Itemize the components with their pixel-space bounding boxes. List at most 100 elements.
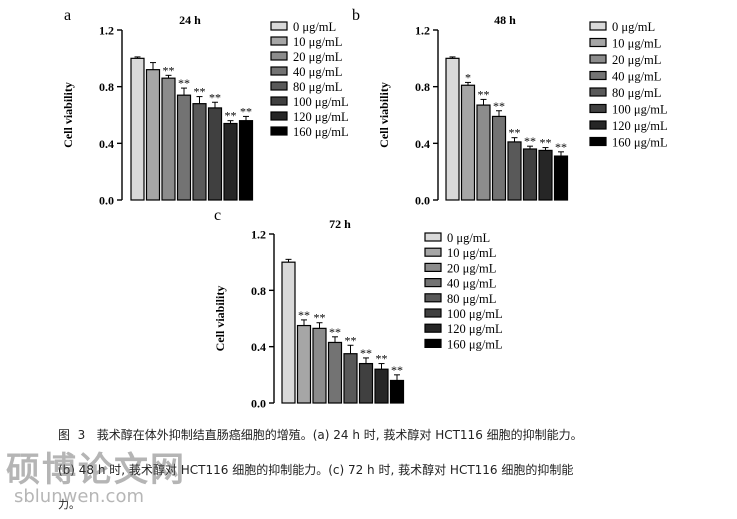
legend-swatch <box>589 54 607 64</box>
legend-swatch <box>589 21 607 31</box>
y-tick-label: 1.2 <box>251 228 266 242</box>
y-tick-label: 0.8 <box>99 80 114 94</box>
significance-label: ** <box>555 140 567 154</box>
bar <box>176 94 192 201</box>
panel-letter: c <box>214 207 221 224</box>
bar <box>389 379 405 404</box>
y-tick-label: 0.0 <box>99 194 114 208</box>
watermark-url: sblunwen.com <box>14 486 144 507</box>
legend-swatch <box>424 308 442 318</box>
legend-label: 80 μg/mL <box>447 292 496 306</box>
bar <box>538 149 553 201</box>
y-tick-label: 0.0 <box>251 397 266 411</box>
significance-label: ** <box>478 87 490 101</box>
legend-swatch <box>424 338 442 348</box>
legend-label: 20 μg/mL <box>612 53 661 67</box>
legend-label: 80 μg/mL <box>293 80 342 94</box>
significance-label: ** <box>509 126 521 140</box>
significance-label: ** <box>391 363 403 377</box>
chart-title: 24 h <box>179 13 201 27</box>
significance-label: ** <box>493 99 505 113</box>
y-tick-label: 1.2 <box>99 24 114 38</box>
bar <box>522 148 538 201</box>
bar <box>207 107 223 201</box>
bar <box>192 103 207 201</box>
legend-swatch <box>270 81 288 91</box>
legend-label: 80 μg/mL <box>612 86 661 100</box>
bar <box>553 155 569 201</box>
bar <box>223 122 238 201</box>
legend-label: 0 μg/mL <box>447 231 490 245</box>
legend-swatch <box>424 247 442 257</box>
chart-title: 48 h <box>494 13 516 27</box>
y-tick-label: 0.8 <box>415 80 430 94</box>
legend-label: 100 μg/mL <box>447 307 503 321</box>
significance-label: ** <box>163 63 175 77</box>
legend-label: 20 μg/mL <box>293 50 342 64</box>
bar <box>296 324 312 404</box>
legend-swatch <box>270 126 288 136</box>
legend-label: 160 μg/mL <box>447 337 503 351</box>
y-tick-label: 0.4 <box>251 340 266 354</box>
bar <box>374 368 389 404</box>
significance-label: ** <box>329 325 341 339</box>
legend-swatch <box>270 111 288 121</box>
bar <box>343 353 358 404</box>
panel-letter: a <box>64 7 71 24</box>
legend-swatch <box>270 66 288 76</box>
figure-caption-line-2: (b) 48 h 时, 莪术醇对 HCT116 细胞的抑制能力。(c) 72 h… <box>58 463 574 477</box>
legend-label: 0 μg/mL <box>612 20 655 34</box>
significance-label: ** <box>209 90 221 104</box>
legend-swatch <box>589 120 607 130</box>
legend-swatch <box>589 70 607 81</box>
bar <box>358 362 374 404</box>
legend-label: 10 μg/mL <box>293 35 342 49</box>
legend-swatch <box>424 262 442 272</box>
legend-swatch <box>270 21 288 31</box>
legend-label: 20 μg/mL <box>447 261 496 275</box>
bar <box>327 341 343 404</box>
legend-label: 0 μg/mL <box>293 20 336 34</box>
legend-label: 10 μg/mL <box>447 246 496 260</box>
y-tick-label: 0.0 <box>415 194 430 208</box>
bar <box>460 84 476 201</box>
bar <box>476 104 491 201</box>
figure-caption-line-3: 力。 <box>58 498 80 511</box>
legend-label: 120 μg/mL <box>612 119 668 133</box>
watermark-logo-text: 硕博论文网 <box>6 450 186 490</box>
bar <box>312 327 327 404</box>
significance-label: ** <box>225 109 237 123</box>
bar <box>130 57 145 201</box>
y-axis-label: Cell viability <box>213 286 227 352</box>
y-axis-label: Cell viability <box>61 82 75 148</box>
legend-swatch <box>424 278 442 288</box>
significance-label: ** <box>298 308 310 322</box>
legend-label: 100 μg/mL <box>293 95 349 109</box>
legend-swatch <box>270 36 288 46</box>
significance-label: * <box>465 70 471 84</box>
legend-swatch <box>270 96 288 106</box>
legend-swatch <box>424 232 442 242</box>
legend-swatch <box>589 136 607 147</box>
legend-label: 160 μg/mL <box>612 136 668 150</box>
y-tick-label: 0.4 <box>99 137 114 151</box>
legend-swatch <box>424 323 442 333</box>
chart-title: 72 h <box>329 217 351 231</box>
legend-swatch <box>589 103 607 114</box>
legend-swatch <box>270 51 288 61</box>
legend-label: 40 μg/mL <box>293 65 342 79</box>
y-tick-label: 0.8 <box>251 284 266 298</box>
bar <box>161 77 176 201</box>
legend-swatch <box>424 293 442 303</box>
significance-label: ** <box>345 333 357 347</box>
legend-label: 40 μg/mL <box>612 70 661 84</box>
y-axis-label: Cell viability <box>377 82 391 148</box>
legend-label: 120 μg/mL <box>293 110 349 124</box>
bar <box>145 69 161 201</box>
y-tick-label: 1.2 <box>415 24 430 38</box>
figure-caption-line-1: 图 3 莪术醇在体外抑制结直肠癌细胞的增殖。(a) 24 h 时, 莪术醇对 H… <box>58 428 583 442</box>
y-tick-label: 0.4 <box>415 137 430 151</box>
